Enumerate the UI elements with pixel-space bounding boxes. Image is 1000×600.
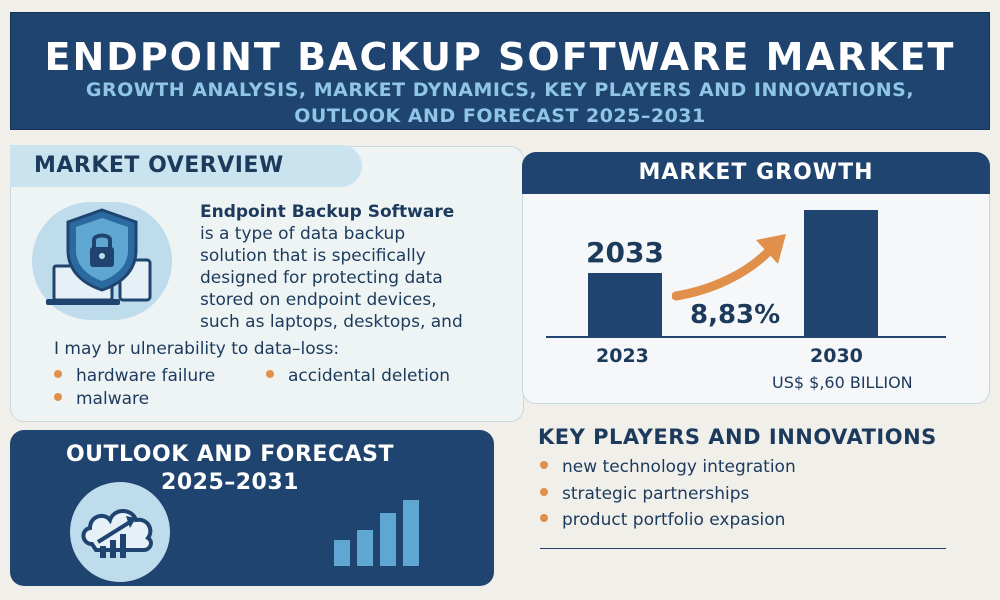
divider xyxy=(540,548,946,549)
page-subtitle-line2: OUTLOOK AND FORECAST 2025–2031 xyxy=(294,105,706,127)
market-growth-header: MARKET GROWTH xyxy=(522,152,990,194)
overview-lead: Endpoint Backup Software xyxy=(200,202,455,222)
bullet-text: malware xyxy=(76,389,150,409)
list-item: accidental deletion xyxy=(266,366,450,386)
bullet-text: accidental deletion xyxy=(288,366,451,386)
year-label-right: 2030 xyxy=(810,345,863,367)
vulnerability-line: I may br ulnerability to data–loss: xyxy=(54,339,340,359)
key-player-text: strategic partnerships xyxy=(562,484,750,504)
growth-bar-2030 xyxy=(804,210,878,336)
overview-line: is a type of data backup xyxy=(200,224,406,244)
bullet-dot-icon xyxy=(266,370,274,378)
outlook-heading: OUTLOOK AND FORECAST xyxy=(65,442,394,467)
market-overview-heading: MARKET OVERVIEW xyxy=(34,153,284,178)
page-title: ENDPOINT BACKUP SOFTWARE MARKET xyxy=(44,35,956,79)
list-item: product portfolio expasion xyxy=(540,510,785,530)
overview-line: solution that is specifically xyxy=(200,246,426,266)
market-overview-tab: MARKET OVERVIEW xyxy=(10,145,362,187)
bullet-dot-icon xyxy=(540,461,548,469)
key-player-text: product portfolio expasion xyxy=(562,510,786,530)
list-item: malware xyxy=(54,389,149,409)
header-banner: ENDPOINT BACKUP SOFTWARE MARKET GROWTH A… xyxy=(10,12,990,130)
outlook-years: 2025–2031 xyxy=(161,470,299,495)
page-subtitle-line1: GROWTH ANALYSIS, MARKET DYNAMICS, KEY PL… xyxy=(85,79,915,101)
chart-baseline xyxy=(546,336,946,338)
forecast-bar xyxy=(334,540,350,566)
forecast-bar xyxy=(403,500,419,566)
forecast-mini-chart xyxy=(334,500,424,566)
bar-top-label: 2033 xyxy=(586,236,664,269)
list-item: new technology integration xyxy=(540,457,796,477)
key-players-heading: KEY PLAYERS AND INNOVATIONS xyxy=(538,425,937,449)
security-illustration xyxy=(32,202,172,320)
overview-line: designed for protecting data xyxy=(200,268,443,288)
cloud-chart-icon xyxy=(81,509,153,558)
market-growth-heading: MARKET GROWTH xyxy=(638,160,874,185)
key-player-text: new technology integration xyxy=(562,457,796,477)
bullet-dot-icon xyxy=(540,514,548,522)
list-item: hardware failure xyxy=(54,366,215,386)
forecast-bar xyxy=(357,530,373,566)
overview-line: such as laptops, desktops, and xyxy=(200,312,463,332)
list-item: strategic partnerships xyxy=(540,484,749,504)
growth-arrow-icon xyxy=(672,234,786,301)
overview-line: stored on endpoint devices, xyxy=(200,290,437,310)
bullet-dot-icon xyxy=(54,393,62,401)
bullet-dot-icon xyxy=(54,370,62,378)
year-label-left: 2023 xyxy=(596,345,649,367)
forecast-bar xyxy=(380,513,396,566)
overview-description: Endpoint Backup Software is a type of da… xyxy=(200,201,520,333)
shield-lock-icon xyxy=(46,208,152,305)
market-value-label: US$ $,60 BILLION xyxy=(772,373,913,392)
bullet-text: hardware failure xyxy=(76,366,216,386)
bullet-dot-icon xyxy=(540,488,548,496)
cloud-growth-illustration xyxy=(70,482,170,582)
growth-bar-2023 xyxy=(588,273,662,336)
cagr-value: 8,83% xyxy=(690,300,781,330)
